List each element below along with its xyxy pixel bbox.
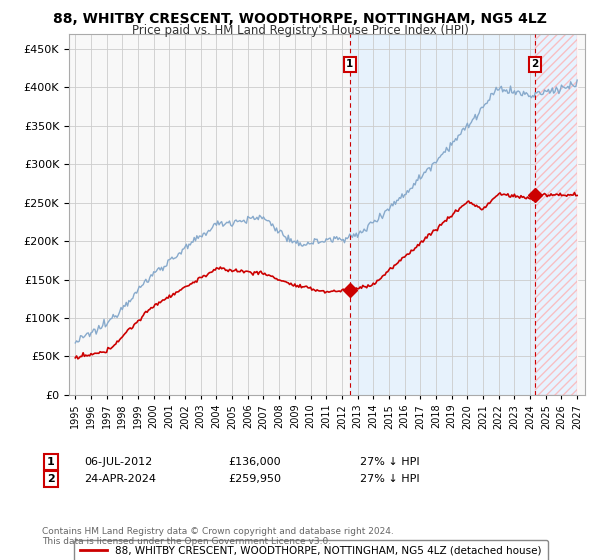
Text: 27% ↓ HPI: 27% ↓ HPI <box>360 457 419 467</box>
Text: 1: 1 <box>346 59 353 69</box>
Text: Contains HM Land Registry data © Crown copyright and database right 2024.
This d: Contains HM Land Registry data © Crown c… <box>42 526 394 546</box>
Text: 24-APR-2024: 24-APR-2024 <box>84 474 156 484</box>
Text: 2: 2 <box>47 474 55 484</box>
Text: 1: 1 <box>47 457 55 467</box>
Text: 2: 2 <box>531 59 538 69</box>
Text: 88, WHITBY CRESCENT, WOODTHORPE, NOTTINGHAM, NG5 4LZ: 88, WHITBY CRESCENT, WOODTHORPE, NOTTING… <box>53 12 547 26</box>
Text: Price paid vs. HM Land Registry's House Price Index (HPI): Price paid vs. HM Land Registry's House … <box>131 24 469 36</box>
Text: 27% ↓ HPI: 27% ↓ HPI <box>360 474 419 484</box>
Legend: 88, WHITBY CRESCENT, WOODTHORPE, NOTTINGHAM, NG5 4LZ (detached house), HPI: Aver: 88, WHITBY CRESCENT, WOODTHORPE, NOTTING… <box>74 540 548 560</box>
Text: £259,950: £259,950 <box>228 474 281 484</box>
Text: 06-JUL-2012: 06-JUL-2012 <box>84 457 152 467</box>
Text: £136,000: £136,000 <box>228 457 281 467</box>
